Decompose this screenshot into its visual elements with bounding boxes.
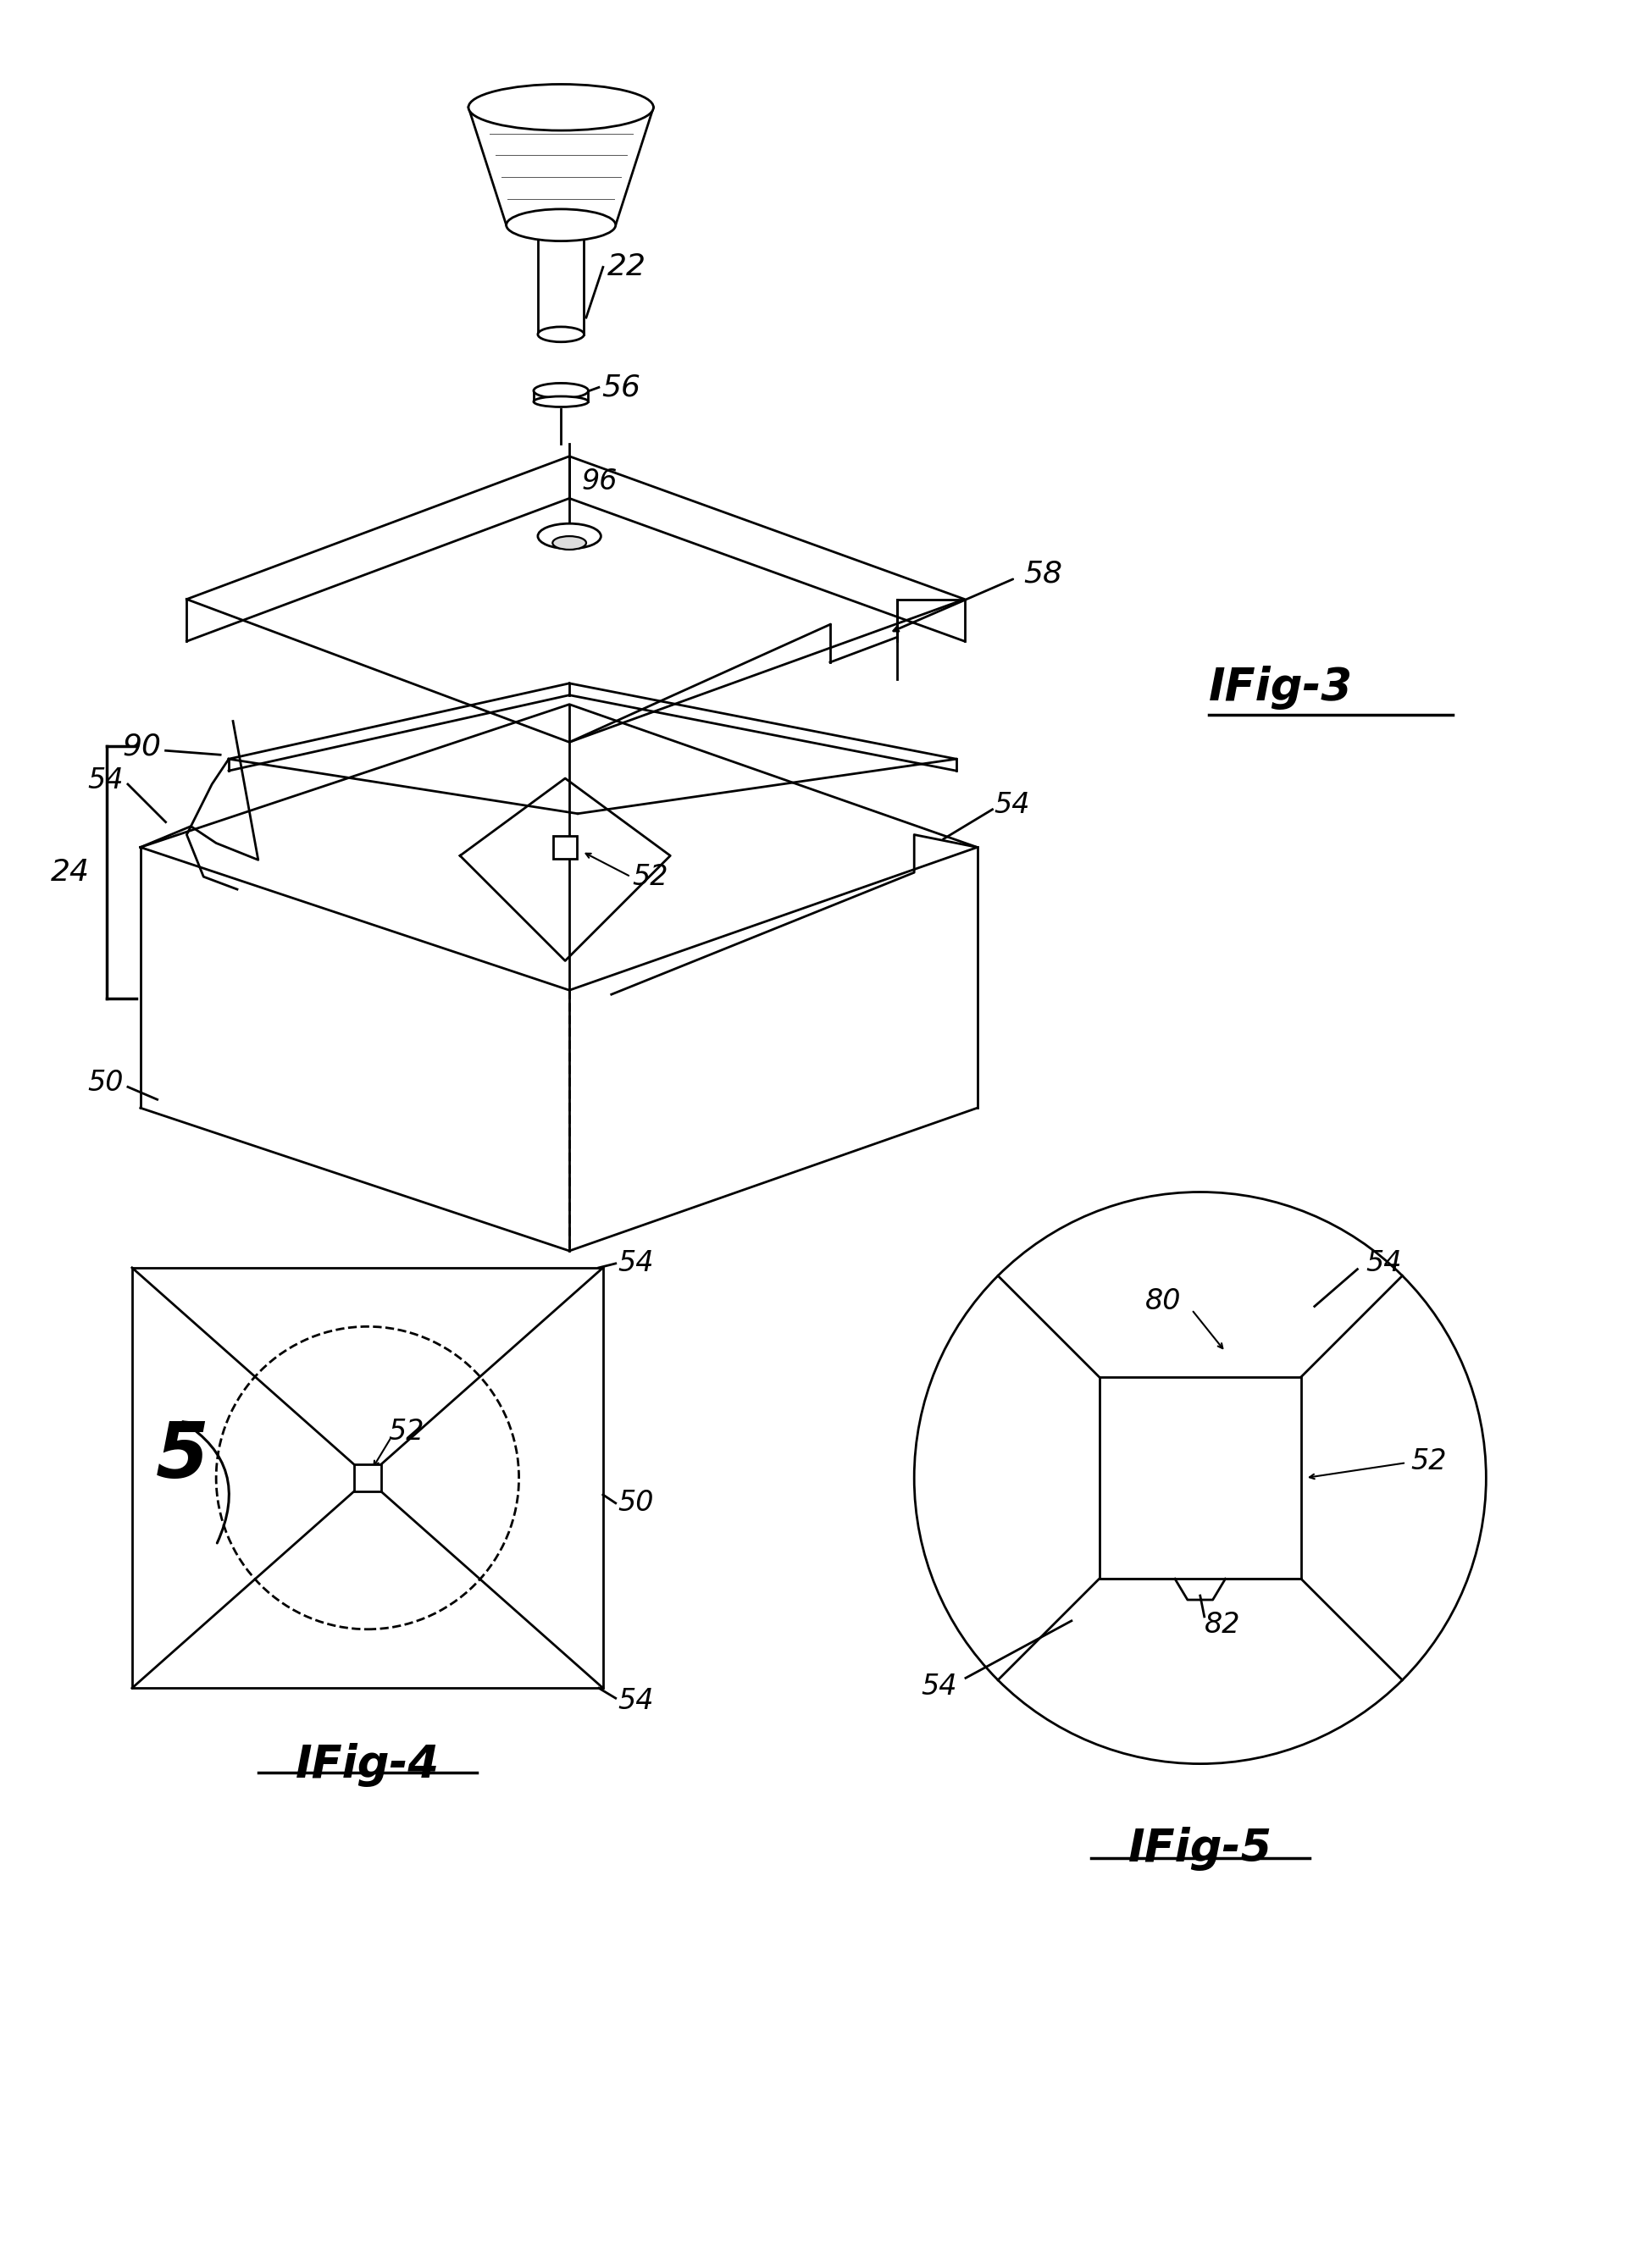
Text: 96: 96: [582, 467, 618, 494]
Text: 58: 58: [1023, 560, 1063, 587]
Text: 82: 82: [1204, 1610, 1240, 1640]
Ellipse shape: [533, 383, 589, 399]
Text: IFig-4: IFig-4: [295, 1742, 440, 1787]
Text: 90: 90: [123, 733, 161, 760]
Bar: [354, 1465, 380, 1492]
Text: 50: 50: [87, 1068, 123, 1098]
Text: 54: 54: [618, 1250, 654, 1277]
Text: 54: 54: [87, 767, 123, 794]
Text: 5: 5: [156, 1420, 208, 1495]
Ellipse shape: [469, 84, 653, 132]
Ellipse shape: [507, 209, 615, 240]
Text: 24: 24: [51, 857, 90, 887]
Text: 54: 54: [1366, 1250, 1402, 1277]
Text: 56: 56: [602, 372, 640, 401]
Text: 52: 52: [633, 862, 669, 891]
Circle shape: [913, 1193, 1486, 1765]
Ellipse shape: [538, 327, 584, 342]
Text: IFig-5: IFig-5: [1128, 1826, 1273, 1871]
Text: 52: 52: [389, 1418, 425, 1445]
Text: 52: 52: [1410, 1447, 1446, 1474]
Text: 22: 22: [607, 252, 646, 281]
Ellipse shape: [538, 524, 600, 549]
Text: 80: 80: [1145, 1288, 1181, 1315]
Text: IFig-3: IFig-3: [1209, 665, 1353, 710]
FancyArrowPatch shape: [182, 1422, 230, 1542]
Text: 50: 50: [618, 1490, 654, 1517]
Ellipse shape: [553, 535, 585, 549]
Ellipse shape: [533, 397, 589, 406]
Bar: [1099, 1377, 1301, 1579]
Text: 54: 54: [994, 792, 1030, 819]
Bar: [553, 835, 577, 860]
Text: 54: 54: [922, 1672, 958, 1701]
Bar: [133, 1268, 604, 1687]
Text: 54: 54: [618, 1687, 654, 1715]
